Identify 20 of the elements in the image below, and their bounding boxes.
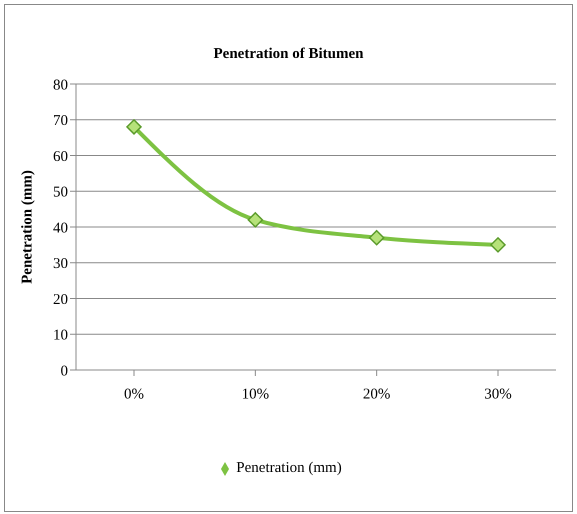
y-tick-label: 20 [53, 292, 68, 308]
legend-label: Penetration (mm) [236, 460, 342, 476]
y-tick-label: 30 [53, 256, 68, 272]
x-tick-label: 20% [362, 386, 390, 403]
y-axis-title: Penetration (mm) [19, 170, 36, 284]
x-tick-label: 0% [124, 386, 144, 403]
y-tick-label: 50 [53, 184, 68, 201]
y-tick-label: 40 [53, 220, 68, 236]
x-tick-label: 30% [484, 386, 512, 403]
y-tick-label: 0 [60, 363, 68, 380]
point [368, 230, 384, 246]
x-tick-label: 10% [242, 386, 270, 403]
y-tick-label: 10 [53, 328, 68, 344]
y-tick-label: 70 [53, 113, 68, 130]
y-tick-label: 80 [53, 77, 68, 94]
y-tick-label: 60 [53, 148, 68, 165]
point [126, 119, 142, 135]
point [248, 212, 264, 228]
point [490, 237, 506, 253]
chart-title: Penetration of Bitumen [212, 46, 364, 63]
